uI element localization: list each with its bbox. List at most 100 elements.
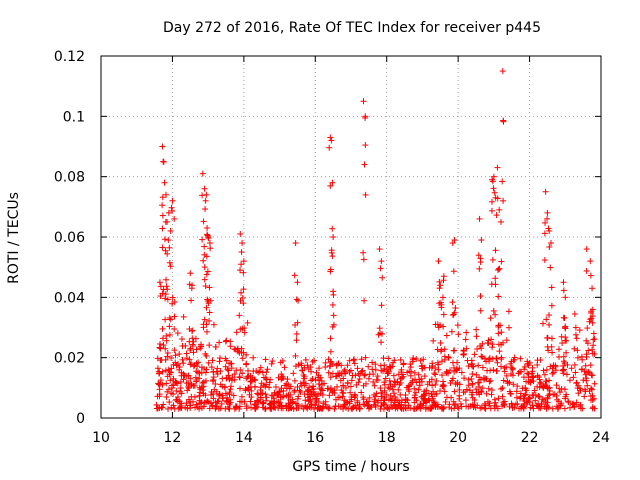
data-point [346, 368, 353, 375]
data-point [542, 219, 549, 226]
data-point [548, 240, 554, 247]
data-point [168, 404, 175, 411]
data-point [268, 405, 275, 412]
data-point [264, 366, 271, 373]
data-point [529, 391, 536, 398]
data-point [283, 380, 290, 387]
data-point [412, 389, 419, 396]
data-point [338, 362, 345, 369]
data-point [480, 376, 487, 383]
data-point [556, 385, 563, 392]
data-point [418, 393, 425, 400]
data-point [208, 364, 215, 371]
data-point [492, 281, 499, 288]
data-point [176, 366, 183, 373]
data-point [201, 264, 208, 271]
data-point [334, 383, 341, 390]
data-point [589, 396, 596, 403]
data-point [378, 403, 385, 410]
data-point [347, 389, 354, 396]
data-point [210, 374, 217, 381]
data-point [360, 396, 367, 403]
data-point [509, 404, 516, 411]
data-point [311, 357, 318, 364]
data-point [526, 394, 533, 401]
data-point [187, 404, 194, 411]
data-point [484, 398, 491, 405]
data-point [307, 404, 314, 411]
data-point [302, 356, 309, 363]
data-point [218, 400, 225, 407]
data-point [164, 218, 171, 225]
data-point [371, 382, 378, 389]
data-point [255, 391, 262, 398]
data-point [456, 392, 463, 399]
data-point [572, 324, 579, 331]
x-tick-label: 16 [306, 430, 324, 446]
data-point [220, 395, 227, 402]
data-point [210, 321, 217, 328]
data-point [451, 405, 458, 412]
data-point [469, 371, 476, 378]
data-point [262, 391, 269, 398]
data-point [301, 375, 308, 382]
data-point [417, 403, 424, 410]
data-point [443, 332, 450, 339]
data-point [203, 328, 210, 335]
data-point [542, 403, 549, 410]
data-point [476, 265, 483, 272]
data-point [451, 237, 458, 244]
data-point [387, 364, 394, 371]
data-point [473, 326, 480, 333]
data-point [359, 367, 366, 374]
data-point [180, 370, 187, 377]
y-tick-label: 0.12 [54, 49, 85, 65]
data-point [407, 361, 414, 368]
data-point [560, 287, 567, 294]
data-point [573, 399, 580, 406]
data-point [291, 377, 298, 384]
data-point [545, 404, 552, 411]
data-point [443, 394, 450, 401]
data-point [500, 401, 507, 408]
data-point [252, 377, 259, 384]
data-point [193, 360, 200, 367]
data-point [545, 225, 552, 232]
x-tick-labels: 10 12 14 16 18 20 22 24 [92, 430, 610, 446]
data-point [227, 383, 234, 390]
data-point [169, 294, 176, 301]
data-point [183, 350, 190, 357]
data-point [246, 391, 253, 398]
data-point [355, 371, 362, 378]
data-point [230, 392, 237, 399]
data-point [537, 379, 544, 386]
data-point [553, 392, 560, 399]
data-point [530, 405, 537, 412]
data-point [557, 402, 564, 409]
data-point [154, 365, 161, 372]
data-point [341, 397, 348, 404]
data-point [394, 378, 401, 385]
data-point [435, 324, 442, 331]
data-point [481, 355, 488, 362]
data-point [420, 400, 427, 407]
data-point [529, 368, 536, 375]
data-point [488, 387, 495, 394]
data-point [153, 401, 160, 408]
data-point [346, 398, 353, 405]
data-point [221, 383, 228, 390]
data-point [515, 370, 522, 377]
data-point [590, 330, 597, 337]
data-point [544, 334, 551, 341]
data-point [250, 368, 257, 375]
data-point [292, 352, 299, 359]
data-point [238, 261, 245, 268]
data-point [291, 388, 298, 395]
y-axis-label: ROTI / TECUs [6, 192, 22, 284]
data-point [541, 257, 548, 264]
data-point [225, 405, 232, 412]
data-point [330, 234, 337, 240]
data-point [591, 336, 598, 343]
data-point [350, 404, 357, 411]
data-point [189, 335, 196, 342]
